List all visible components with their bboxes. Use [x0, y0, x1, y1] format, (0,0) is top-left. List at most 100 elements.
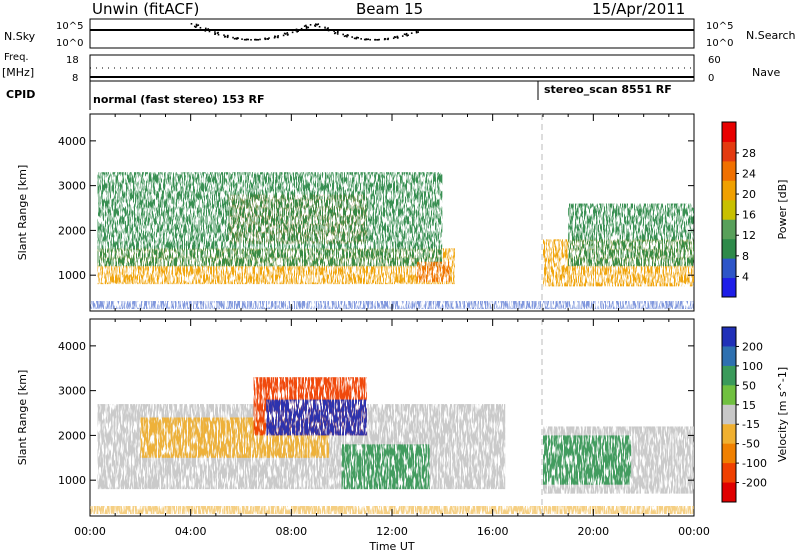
xtick-label-1: 04:00: [175, 525, 207, 538]
nsky-speck-31: [241, 38, 243, 40]
nsky-speck-18: [217, 33, 220, 36]
nsky-speck-76: [317, 23, 320, 25]
nsearch-label: N.Search: [746, 29, 796, 42]
nsky-speck-66: [293, 29, 296, 31]
xtick-label-0: 00:00: [74, 525, 106, 538]
nsky-speck-65: [295, 29, 297, 32]
nsky-speck-0: [190, 23, 193, 25]
nsky-speck-93: [342, 33, 344, 36]
power-panel: [89, 113, 695, 312]
colorbar-tick-label-1-1: 100: [742, 360, 763, 373]
nave-tick-low: 0: [708, 73, 715, 84]
nsky-speck-70: [307, 26, 310, 29]
nsky-speck-130: [401, 35, 404, 37]
nsky-speck-99: [351, 36, 353, 38]
nave-tick-high: 60: [708, 55, 721, 66]
nsky-speck-89: [336, 31, 339, 34]
nsky-speck-114: [376, 38, 378, 41]
nsky-speck-42: [254, 38, 257, 41]
colorbar-swatch-0-3: [722, 219, 736, 240]
colorbar-swatch-1-3: [722, 385, 736, 406]
nsky-speck-36: [245, 38, 247, 41]
nsky-speck-33: [247, 38, 250, 41]
nsky-speck-64: [297, 30, 299, 32]
nsky-speck-21: [227, 35, 229, 37]
nsky-speck-56: [282, 34, 285, 37]
colorbar-swatch-0-8: [722, 122, 736, 142]
nsky-speck-129: [396, 35, 399, 38]
nsky-speck-87: [333, 30, 335, 32]
nsky-speck-68: [300, 27, 303, 30]
nsky-speck-28: [235, 37, 237, 40]
power-colorbar: 4 8 12 16 20 24 28 Power [dB]: [721, 121, 789, 298]
nsky-speck-67: [295, 28, 298, 31]
nsky-speck-55: [277, 35, 279, 37]
nsearch-tick-low: 10^0: [706, 38, 734, 49]
nsearch-tick-high: 10^5: [706, 21, 734, 32]
nsky-speck-7: [204, 27, 207, 30]
nsky-panel: [89, 18, 695, 49]
nsky-speck-37: [250, 38, 252, 41]
nsky-speck-96: [345, 35, 347, 37]
beam-title: Beam 15: [356, 0, 424, 18]
colorbar-tick-label-1-0: 200: [742, 340, 763, 353]
nsky-speck-71: [305, 25, 308, 28]
cpid-panel: [89, 81, 539, 110]
nsky-speck-17: [214, 33, 216, 35]
nsky-speck-123: [387, 37, 390, 40]
power-region-5: [568, 203, 694, 267]
colorbar-swatch-1-2: [722, 365, 736, 386]
nsky-speck-48: [264, 37, 266, 40]
nsky-speck-101: [357, 36, 359, 39]
nsky-speck-127: [394, 36, 397, 39]
colorbar-tick-label-0-1: 8: [742, 250, 749, 263]
velocity-colorbar: 200 100 50 15 -15 -50 -100 -200 Velocity [m s^-1…: [721, 326, 789, 503]
colorbar-label-0: Power [dB]: [776, 180, 789, 240]
nsky-speck-27: [237, 37, 239, 40]
nsky-speck-97: [343, 35, 346, 38]
nsky-speck-72: [303, 25, 306, 27]
nsky-speck-104: [355, 37, 358, 40]
colorbar-tick-label-1-7: -200: [742, 477, 767, 490]
colorbar-tick-label-0-3: 16: [742, 209, 756, 222]
ytick-label-0-0: 1000: [58, 269, 86, 282]
nsky-speck-25: [232, 36, 234, 39]
nsky-speck-63: [296, 30, 298, 33]
nsky-tick-low: 10^0: [56, 38, 84, 49]
freq-tick-high: 18: [66, 55, 79, 66]
nsky-speck-24: [226, 36, 229, 39]
nsky-speck-54: [274, 35, 276, 38]
nsky-speck-19: [223, 34, 225, 36]
nsky-speck-6: [199, 26, 202, 29]
ylabel-1: Slant Range [km]: [16, 370, 29, 466]
xtick-label-4: 16:00: [477, 525, 509, 538]
nsky-speck-50: [273, 36, 276, 39]
colorbar-tick-label-1-5: -50: [742, 438, 760, 451]
ytick-label-1-1: 2000: [58, 429, 86, 442]
nsky-speck-105: [360, 38, 362, 40]
nsky-speck-45: [267, 38, 269, 40]
nsky-speck-59: [284, 33, 287, 35]
colorbar-swatch-1-7: [722, 463, 736, 484]
colorbar-label-1: Velocity [m s^-1]: [776, 367, 789, 462]
freq-label: Freq.: [4, 52, 29, 63]
nsky-speck-2: [197, 24, 200, 26]
colorbar-swatch-0-6: [722, 160, 736, 181]
ytick-label-1-0: 1000: [58, 474, 86, 487]
freq-tick-low: 8: [72, 73, 79, 84]
nsky-speck-103: [353, 37, 356, 40]
xtick-label-2: 08:00: [275, 525, 307, 538]
colorbar-tick-label-1-2: 50: [742, 379, 756, 392]
nsky-speck-128: [393, 36, 396, 38]
nsky-speck-9: [206, 28, 208, 31]
nsky-speck-108: [365, 38, 368, 41]
nsky-speck-81: [324, 26, 326, 29]
nsky-speck-60: [283, 32, 286, 35]
nsky-speck-39: [257, 38, 260, 41]
nsky-speck-23: [223, 36, 226, 38]
nsky-speck-77: [316, 23, 318, 26]
nsky-speck-107: [367, 38, 370, 41]
nsky-speck-40: [256, 38, 258, 41]
nsky-speck-13: [214, 31, 216, 33]
nsky-speck-11: [204, 30, 207, 32]
